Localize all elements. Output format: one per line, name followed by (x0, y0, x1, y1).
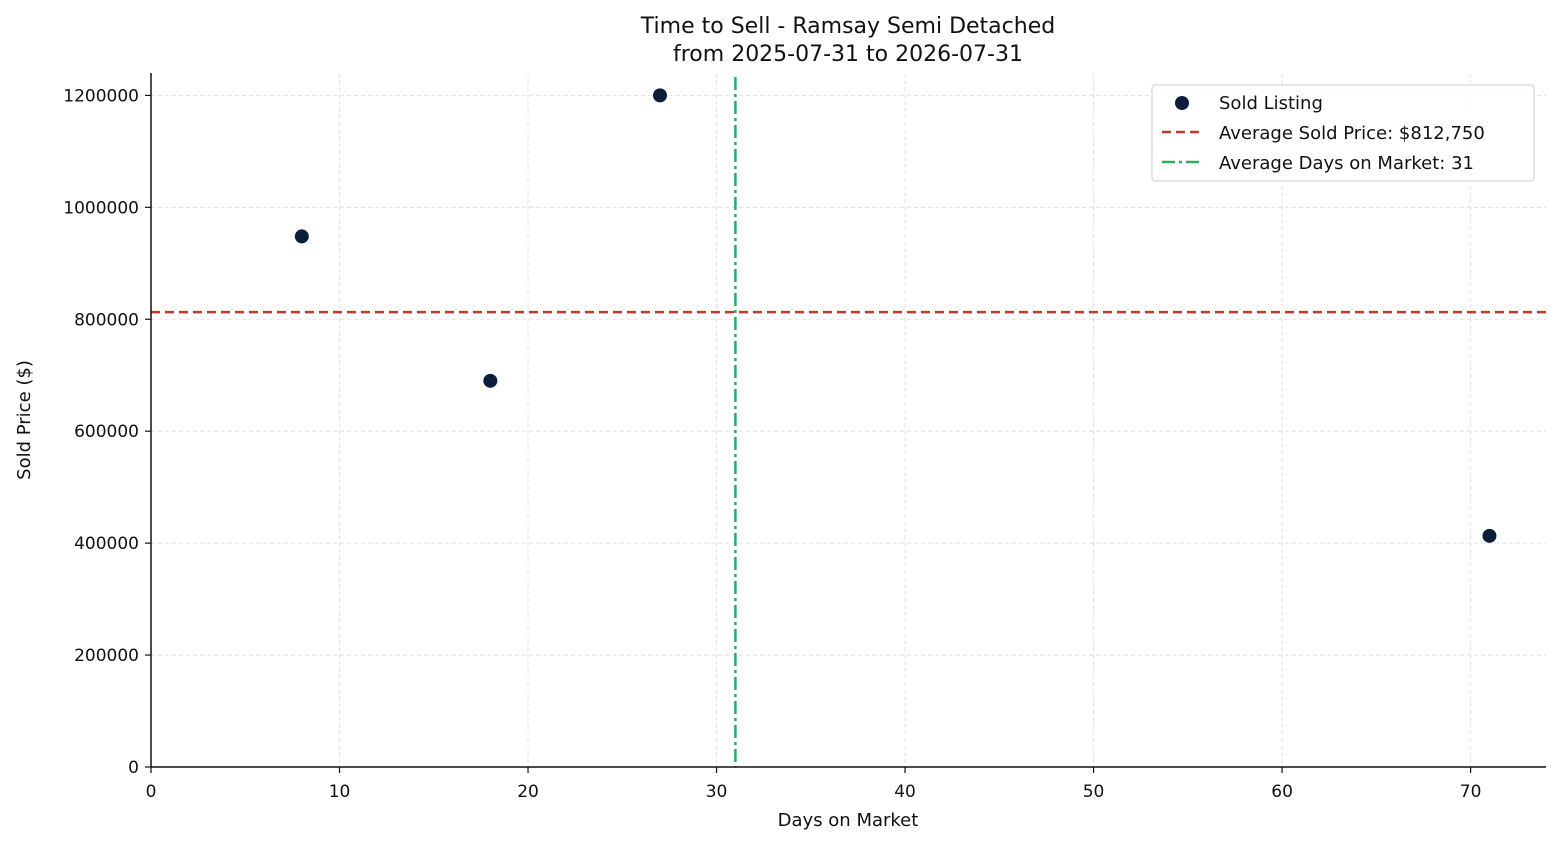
x-tick-label: 50 (1083, 782, 1105, 802)
sold-listing-point (1482, 528, 1497, 543)
x-tick-label: 10 (329, 782, 351, 802)
y-tick-label: 200000 (74, 646, 139, 666)
y-tick-label: 1200000 (63, 86, 139, 106)
legend-label-average-sold-price: Average Sold Price: $812,750 (1219, 123, 1485, 144)
legend: Sold Listing Average Sold Price: $812,75… (1151, 84, 1535, 182)
chart-title-line-2: from 2025-07-31 to 2026-07-31 (673, 42, 1023, 67)
legend-label-sold-listing: Sold Listing (1219, 93, 1323, 114)
x-axis-label: Days on Market (778, 810, 919, 831)
legend-box (1151, 84, 1535, 182)
y-tick-label: 0 (128, 758, 139, 778)
sold-listing-point (652, 88, 667, 103)
ticks: 0 10 20 30 40 50 60 70 0 200000 400000 600000 800000… (63, 86, 1481, 802)
axes (150, 73, 1546, 768)
y-tick-label: 1000000 (63, 198, 139, 218)
reference-lines (151, 77, 1546, 767)
y-tick-label: 800000 (74, 310, 139, 330)
x-tick-label: 70 (1460, 782, 1482, 802)
y-tick-label: 400000 (74, 534, 139, 554)
scatter-points (294, 88, 1497, 543)
x-tick-label: 0 (146, 782, 157, 802)
y-axis-label: Sold Price ($) (14, 360, 35, 480)
x-tick-label: 40 (894, 782, 916, 802)
x-tick-label: 30 (706, 782, 728, 802)
x-tick-label: 20 (517, 782, 539, 802)
x-tick-label: 60 (1271, 782, 1293, 802)
y-tick-label: 600000 (74, 422, 139, 442)
legend-marker-sold-listing (1175, 96, 1189, 110)
sold-listing-point (483, 373, 498, 388)
legend-label-average-days-on-market: Average Days on Market: 31 (1219, 153, 1474, 174)
chart-title-line-1: Time to Sell - Ramsay Semi Detached (640, 14, 1055, 39)
sold-listing-point (294, 229, 309, 244)
